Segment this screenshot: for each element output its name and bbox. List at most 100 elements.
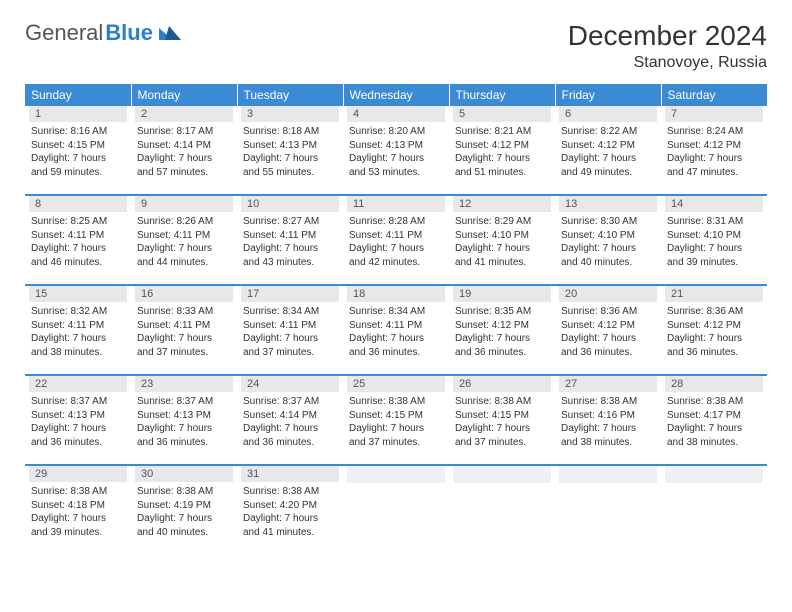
calendar-day-cell: 18 Sunrise: 8:34 AMSunset: 4:11 PMDayligh… (343, 285, 449, 375)
calendar-empty-cell (449, 465, 555, 554)
calendar-day-cell: 5Sunrise: 8:21 AMSunset: 4:12 PMDaylight… (449, 106, 555, 195)
calendar-day-cell: 3 Sunrise: 8:18 AMSunset: 4:13 PMDaylight… (237, 106, 343, 195)
calendar-day-cell: 10 Sunrise: 8:27 AMSunset: 4:11 PMDayligh… (237, 195, 343, 285)
title-block: December 2024 Stanovoye, Russia (568, 20, 767, 72)
day-number: 17 (241, 286, 339, 302)
calendar-day-cell: 7 Sunrise: 8:24 AMSunset: 4:12 PMDaylight… (661, 106, 767, 195)
day-number: 27 (559, 376, 657, 392)
calendar-week-row: 8 Sunrise: 8:25 AMSunset: 4:11 PMDaylight… (25, 195, 767, 285)
calendar-table: SundayMondayTuesdayWednesdayThursdayFrid… (25, 84, 767, 554)
calendar-day-cell: 26Sunrise: 8:38 AMSunset: 4:15 PMDayligh… (449, 375, 555, 465)
day-number: 6 (559, 106, 657, 122)
day-details: Sunrise: 8:26 AMSunset: 4:11 PMDaylight:… (135, 215, 233, 269)
calendar-week-row: 1 Sunrise: 8:16 AMSunset: 4:15 PMDaylight… (25, 106, 767, 195)
calendar-day-cell: 15Sunrise: 8:32 AMSunset: 4:11 PMDayligh… (25, 285, 131, 375)
calendar-empty-cell (343, 465, 449, 554)
weekday-header: Monday (131, 84, 237, 106)
day-number: 16 (135, 286, 233, 302)
day-number: 8 (29, 196, 127, 212)
day-details: Sunrise: 8:37 AMSunset: 4:13 PMDaylight:… (135, 395, 233, 449)
day-number: 15 (29, 286, 127, 302)
calendar-day-cell: 8 Sunrise: 8:25 AMSunset: 4:11 PMDaylight… (25, 195, 131, 285)
day-number: 5 (453, 106, 551, 122)
day-details: Sunrise: 8:33 AMSunset: 4:11 PMDaylight:… (135, 305, 233, 359)
day-number: 7 (665, 106, 763, 122)
logo-triangle-icon (159, 20, 181, 46)
month-title: December 2024 (568, 20, 767, 52)
day-details: Sunrise: 8:17 AMSunset: 4:14 PMDaylight:… (135, 125, 233, 179)
day-details: Sunrise: 8:24 AMSunset: 4:12 PMDaylight:… (665, 125, 763, 179)
calendar-day-cell: 1 Sunrise: 8:16 AMSunset: 4:15 PMDaylight… (25, 106, 131, 195)
day-number: 18 (347, 286, 445, 302)
calendar-day-cell: 4 Sunrise: 8:20 AMSunset: 4:13 PMDaylight… (343, 106, 449, 195)
day-number: 13 (559, 196, 657, 212)
calendar-day-cell: 25Sunrise: 8:38 AMSunset: 4:15 PMDayligh… (343, 375, 449, 465)
calendar-day-cell: 23 Sunrise: 8:37 AMSunset: 4:13 PMDayligh… (131, 375, 237, 465)
day-number: 20 (559, 286, 657, 302)
day-details: Sunrise: 8:38 AMSunset: 4:19 PMDaylight:… (135, 485, 233, 539)
calendar-day-cell: 13 Sunrise: 8:30 AMSunset: 4:10 PMDayligh… (555, 195, 661, 285)
calendar-day-cell: 24 Sunrise: 8:37 AMSunset: 4:14 PMDayligh… (237, 375, 343, 465)
calendar-day-cell: 2Sunrise: 8:17 AMSunset: 4:14 PMDaylight… (131, 106, 237, 195)
day-details: Sunrise: 8:36 AMSunset: 4:12 PMDaylight:… (665, 305, 763, 359)
day-number: 24 (241, 376, 339, 392)
calendar-day-cell: 19Sunrise: 8:35 AMSunset: 4:12 PMDayligh… (449, 285, 555, 375)
day-details: Sunrise: 8:28 AMSunset: 4:11 PMDaylight:… (347, 215, 445, 269)
logo: GeneralBlue (25, 20, 181, 46)
day-details: Sunrise: 8:31 AMSunset: 4:10 PMDaylight:… (665, 215, 763, 269)
day-number: 10 (241, 196, 339, 212)
day-details: Sunrise: 8:37 AMSunset: 4:13 PMDaylight:… (29, 395, 127, 449)
calendar-week-row: 22Sunrise: 8:37 AMSunset: 4:13 PMDayligh… (25, 375, 767, 465)
day-number: 4 (347, 106, 445, 122)
calendar-day-cell: 9Sunrise: 8:26 AMSunset: 4:11 PMDaylight… (131, 195, 237, 285)
day-number: 1 (29, 106, 127, 122)
day-details: Sunrise: 8:34 AMSunset: 4:11 PMDaylight:… (347, 305, 445, 359)
calendar-day-cell: 6Sunrise: 8:22 AMSunset: 4:12 PMDaylight… (555, 106, 661, 195)
day-details: Sunrise: 8:20 AMSunset: 4:13 PMDaylight:… (347, 125, 445, 179)
calendar-day-cell: 16 Sunrise: 8:33 AMSunset: 4:11 PMDayligh… (131, 285, 237, 375)
day-details: Sunrise: 8:38 AMSunset: 4:20 PMDaylight:… (241, 485, 339, 539)
day-details: Sunrise: 8:29 AMSunset: 4:10 PMDaylight:… (453, 215, 551, 269)
weekday-header: Tuesday (237, 84, 343, 106)
day-number: 14 (665, 196, 763, 212)
calendar-day-cell: 27Sunrise: 8:38 AMSunset: 4:16 PMDayligh… (555, 375, 661, 465)
calendar-day-cell: 28 Sunrise: 8:38 AMSunset: 4:17 PMDayligh… (661, 375, 767, 465)
calendar-day-cell: 21 Sunrise: 8:36 AMSunset: 4:12 PMDayligh… (661, 285, 767, 375)
location-name: Stanovoye, Russia (568, 54, 767, 72)
calendar-day-cell: 17 Sunrise: 8:34 AMSunset: 4:11 PMDayligh… (237, 285, 343, 375)
day-number-empty (453, 466, 551, 483)
logo-text-general: General (25, 20, 103, 46)
day-details: Sunrise: 8:30 AMSunset: 4:10 PMDaylight:… (559, 215, 657, 269)
day-details: Sunrise: 8:34 AMSunset: 4:11 PMDaylight:… (241, 305, 339, 359)
calendar-empty-cell (555, 465, 661, 554)
day-details: Sunrise: 8:25 AMSunset: 4:11 PMDaylight:… (29, 215, 127, 269)
day-number: 23 (135, 376, 233, 392)
day-number-empty (665, 466, 763, 483)
day-number: 3 (241, 106, 339, 122)
day-number: 25 (347, 376, 445, 392)
calendar-day-cell: 30 Sunrise: 8:38 AMSunset: 4:19 PMDayligh… (131, 465, 237, 554)
day-details: Sunrise: 8:35 AMSunset: 4:12 PMDaylight:… (453, 305, 551, 359)
calendar-empty-cell (661, 465, 767, 554)
weekday-header: Thursday (449, 84, 555, 106)
day-number: 30 (135, 466, 233, 482)
day-details: Sunrise: 8:18 AMSunset: 4:13 PMDaylight:… (241, 125, 339, 179)
day-number: 31 (241, 466, 339, 482)
calendar-body: 1 Sunrise: 8:16 AMSunset: 4:15 PMDaylight… (25, 106, 767, 554)
logo-text-blue: Blue (105, 20, 153, 46)
calendar-day-cell: 12 Sunrise: 8:29 AMSunset: 4:10 PMDayligh… (449, 195, 555, 285)
day-details: Sunrise: 8:38 AMSunset: 4:17 PMDaylight:… (665, 395, 763, 449)
day-details: Sunrise: 8:16 AMSunset: 4:15 PMDaylight:… (29, 125, 127, 179)
day-details: Sunrise: 8:27 AMSunset: 4:11 PMDaylight:… (241, 215, 339, 269)
calendar-week-row: 15Sunrise: 8:32 AMSunset: 4:11 PMDayligh… (25, 285, 767, 375)
calendar-day-cell: 22Sunrise: 8:37 AMSunset: 4:13 PMDayligh… (25, 375, 131, 465)
weekday-header: Wednesday (343, 84, 449, 106)
day-number: 28 (665, 376, 763, 392)
day-details: Sunrise: 8:37 AMSunset: 4:14 PMDaylight:… (241, 395, 339, 449)
day-number: 29 (29, 466, 127, 482)
day-number: 21 (665, 286, 763, 302)
calendar-day-cell: 29Sunrise: 8:38 AMSunset: 4:18 PMDayligh… (25, 465, 131, 554)
day-details: Sunrise: 8:36 AMSunset: 4:12 PMDaylight:… (559, 305, 657, 359)
day-number: 26 (453, 376, 551, 392)
day-number: 12 (453, 196, 551, 212)
